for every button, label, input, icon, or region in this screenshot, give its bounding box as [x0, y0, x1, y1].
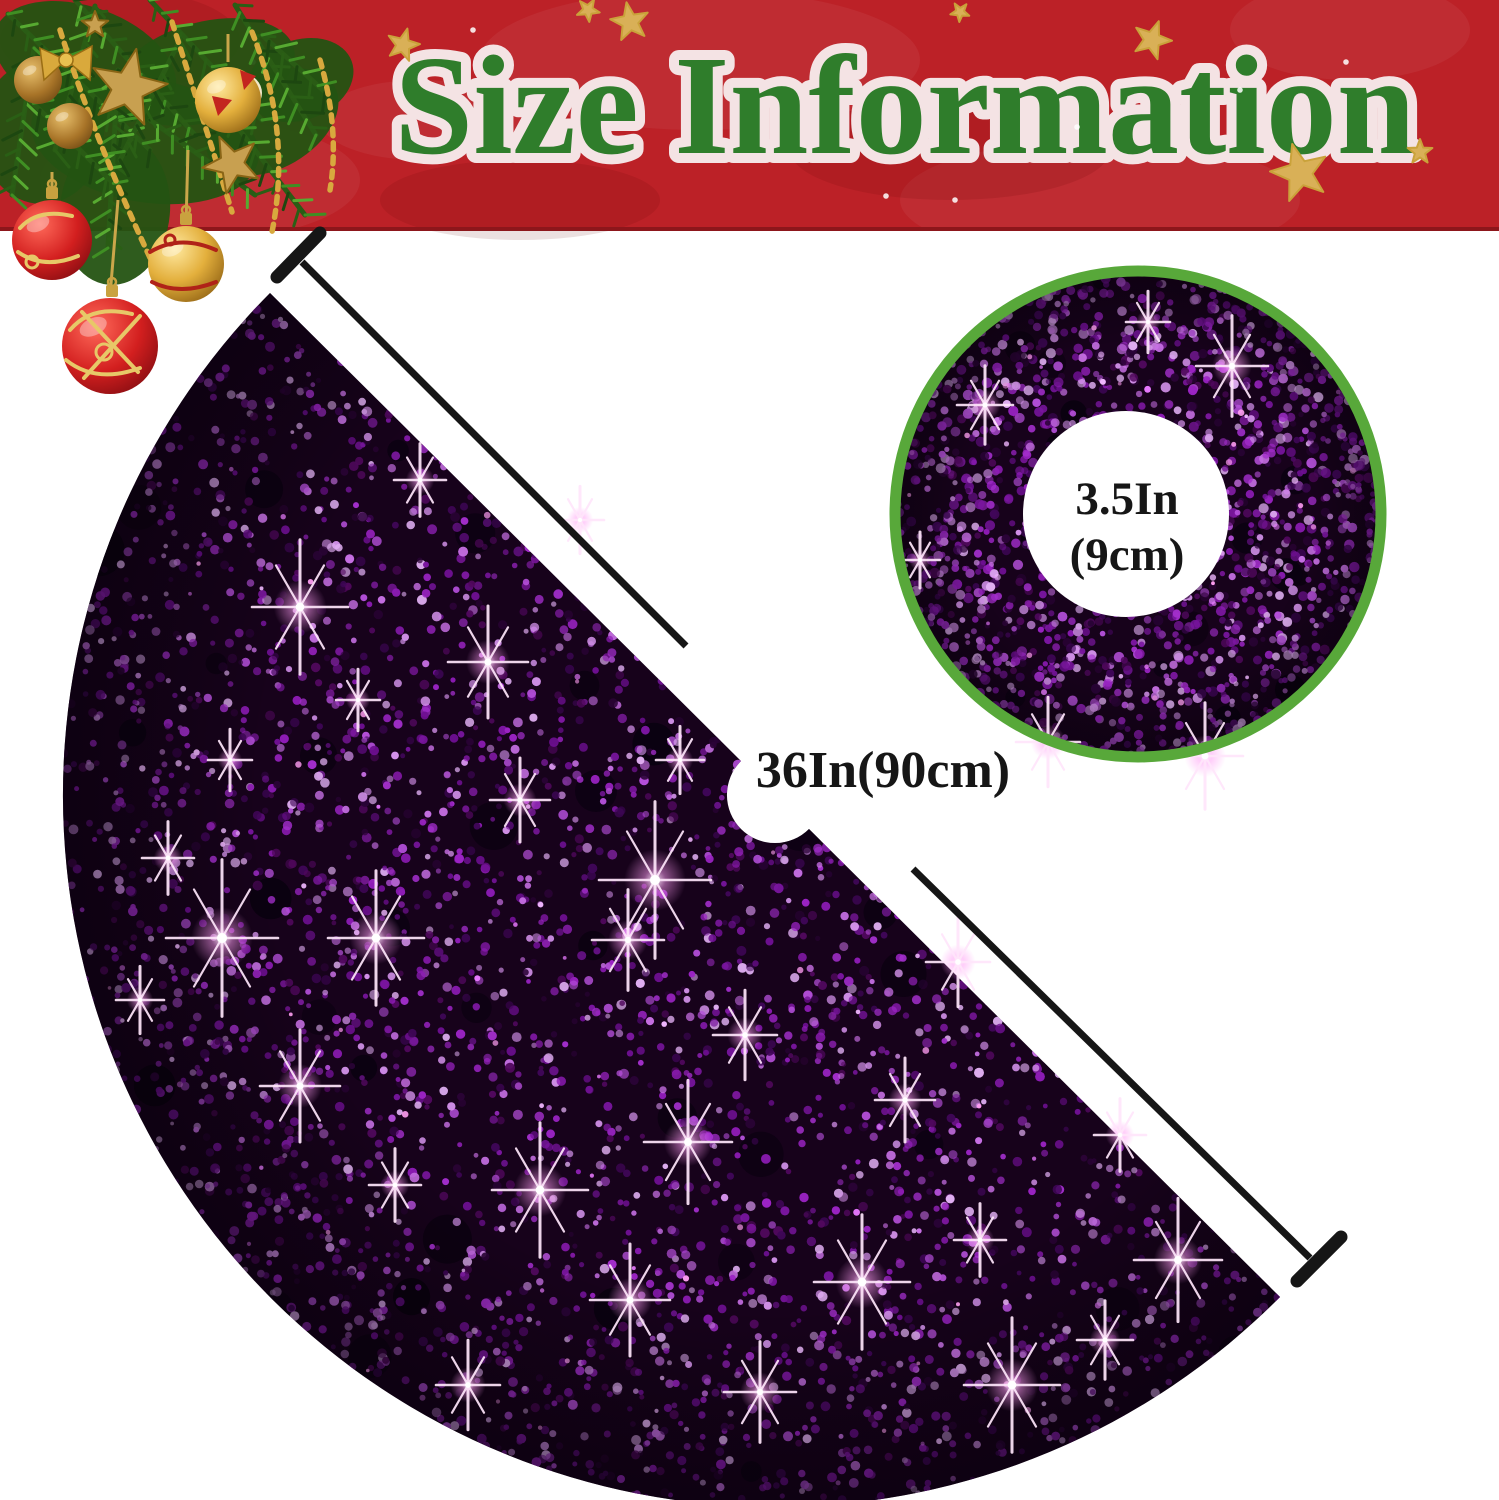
sparkle-glint	[140, 820, 196, 896]
sparkle-glint	[962, 1316, 1062, 1454]
bronze-bauble-icon	[47, 103, 93, 149]
banner-bottom-border	[0, 227, 1499, 231]
sparkle-glint	[1124, 289, 1172, 355]
sparkle-glint	[1132, 1196, 1224, 1324]
sparkle-glint	[554, 484, 606, 556]
sparkle-glint	[114, 964, 166, 1036]
sparkle-glint	[206, 727, 254, 793]
sparkle-glint	[488, 756, 552, 844]
sparkle-glint	[446, 604, 530, 720]
red-bow-icon	[212, 96, 232, 116]
ornament-string-icon	[184, 149, 190, 225]
sparkle-glint	[164, 858, 280, 1018]
gold-bow-icon	[64, 44, 93, 82]
hole-size-label-line2: (9cm)	[1070, 529, 1185, 581]
inset-green-ring	[889, 265, 1387, 763]
sparkle-glint	[898, 530, 942, 590]
sparkle-glint	[597, 800, 713, 960]
sparkle-glint	[490, 1121, 590, 1259]
sparkle-glint	[952, 1202, 1008, 1278]
sparkle-glint	[812, 1213, 912, 1351]
sparkle-glint	[326, 869, 426, 1007]
sparkle-glint	[1194, 314, 1270, 418]
sparkle-glint	[924, 915, 992, 1009]
christmas-branch-decoration	[0, 0, 354, 394]
dimension-line-end-tick	[1290, 1230, 1348, 1288]
sparkle-glint	[654, 724, 706, 796]
gold-star-icon	[609, 1, 649, 41]
gold-star-icon	[92, 47, 169, 126]
page-title: Size Information	[394, 26, 1416, 184]
gold-star-icon	[1134, 20, 1173, 61]
sparkle-glint	[434, 1338, 502, 1432]
gold-bow-icon	[39, 46, 68, 82]
sparkle-glint	[1092, 1097, 1148, 1173]
dimension-line	[270, 226, 1348, 1288]
sparkle-glint	[711, 988, 779, 1082]
bead-garland-icon	[249, 29, 282, 235]
gold-star-icon	[949, 2, 971, 23]
hole-center-circle	[1023, 411, 1229, 617]
red-bow-icon	[240, 70, 256, 90]
diameter-label: 36In(90cm)	[756, 742, 1010, 799]
gold-star-icon	[80, 10, 110, 38]
inset-sparkles	[898, 289, 1270, 811]
sparkle-glint	[258, 1028, 342, 1144]
sparkle-glint	[588, 1242, 672, 1358]
ornament-string-icon	[108, 199, 120, 297]
dimension-line-upper-segment	[299, 259, 689, 649]
gold-star-icon	[1406, 138, 1434, 164]
gold-star-icon	[201, 135, 260, 195]
sparkle-glint	[722, 1340, 798, 1444]
sparkle-glint	[250, 538, 350, 676]
bead-garland-icon	[317, 57, 337, 193]
gold-star-icon	[387, 27, 421, 62]
sparkle-glint	[642, 1078, 734, 1206]
banner-star-decorations	[250, 0, 1434, 203]
sparkle-glint	[367, 1147, 423, 1223]
skirt-sparkles	[114, 442, 1224, 1454]
sparkle-glint	[955, 364, 1015, 446]
sparkle-glint	[1075, 1299, 1135, 1381]
banner: Size Information	[0, 0, 1499, 260]
banner-texture	[0, 0, 1470, 260]
sparkle-glint	[392, 442, 448, 518]
sparkle-glint	[590, 888, 666, 992]
hole-size-label-line1: 3.5In	[1075, 473, 1178, 525]
sparkle-glint	[334, 667, 382, 733]
gold-star-icon	[1269, 143, 1327, 202]
sparkle-glint	[873, 1056, 937, 1144]
dimension-line-lower-segment	[910, 866, 1313, 1261]
dimension-line-start-tick	[270, 226, 327, 284]
gold-star-icon	[576, 0, 601, 23]
